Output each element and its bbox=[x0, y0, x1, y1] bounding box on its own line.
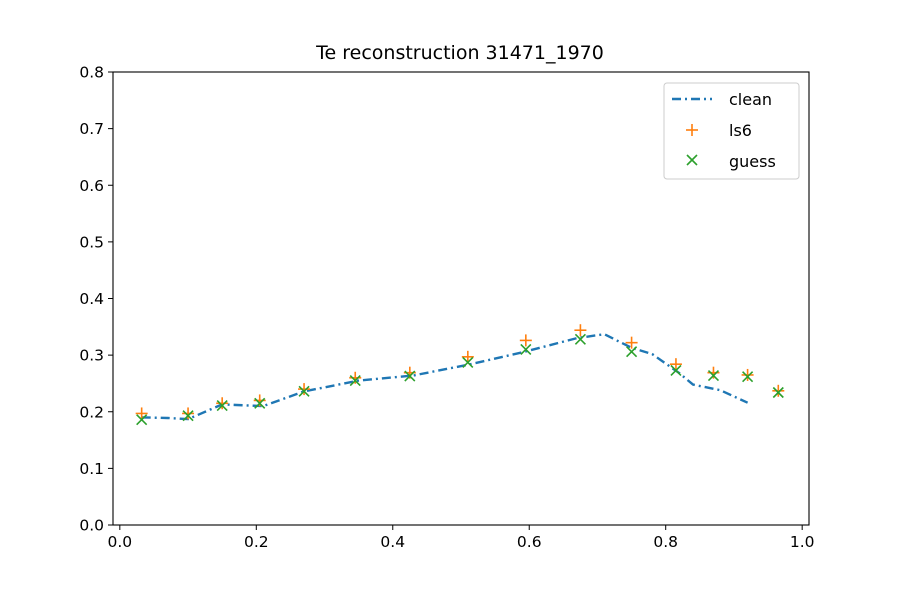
series-guess-point bbox=[136, 414, 148, 426]
series-ls6-point bbox=[216, 397, 229, 410]
axes: 0.0 0.2 0.4 0.6 0.8 1.0 0.0 0.1 0.2 0.3 0.4 0.5 0.6 0… bbox=[79, 64, 814, 552]
series-ls6-point bbox=[349, 371, 362, 384]
legend-ls6-label: ls6 bbox=[729, 121, 752, 140]
series-ls6-point bbox=[182, 407, 195, 420]
series-ls6-point bbox=[574, 324, 587, 337]
series-guess-point bbox=[772, 386, 784, 399]
x-tick-label: 1.0 bbox=[790, 533, 815, 551]
y-tick-label: 0.7 bbox=[79, 120, 104, 138]
series-ls6-point bbox=[135, 407, 148, 420]
series-guess-point bbox=[462, 356, 474, 369]
series-guess-point bbox=[626, 346, 638, 358]
series-guess-point bbox=[182, 410, 194, 422]
series-guess-point bbox=[670, 364, 682, 376]
series-ls6-point bbox=[461, 350, 474, 363]
series-guess-point bbox=[574, 333, 586, 345]
series-ls6-point bbox=[741, 368, 754, 381]
y-tick-label: 0.1 bbox=[79, 460, 104, 478]
series-ls6-point bbox=[772, 384, 785, 397]
x-tick-label: 0.0 bbox=[107, 533, 132, 551]
series-guess-point bbox=[216, 399, 228, 412]
y-tick-label: 0.8 bbox=[79, 64, 104, 82]
series-guess-point bbox=[254, 397, 266, 409]
legend-box bbox=[663, 82, 800, 180]
y-tick-label: 0.0 bbox=[79, 517, 104, 535]
plot-area bbox=[135, 324, 785, 426]
y-tick-label: 0.5 bbox=[79, 233, 104, 251]
series-ls6-point bbox=[298, 383, 311, 396]
series-clean-line bbox=[141, 333, 749, 421]
y-tick-label: 0.3 bbox=[79, 347, 104, 365]
series-ls6-point bbox=[707, 366, 720, 379]
series-ls6-point bbox=[253, 394, 266, 407]
series-ls6-point bbox=[519, 334, 532, 347]
legend-guess-marker bbox=[686, 154, 698, 166]
legend-guess-x bbox=[686, 154, 698, 166]
x-tick-label: 0.4 bbox=[380, 533, 405, 551]
series-guess-point bbox=[520, 343, 532, 356]
legend-clean-label: clean bbox=[729, 90, 772, 109]
chart-title: Te reconstruction 31471_1970 bbox=[315, 42, 604, 64]
series-ls6-point bbox=[669, 358, 682, 371]
y-tick-label: 0.4 bbox=[79, 290, 104, 308]
series-guess-point bbox=[349, 375, 361, 387]
series-guess-point bbox=[298, 385, 310, 397]
x-tick-label: 0.6 bbox=[517, 533, 542, 551]
legend-ls6-plus bbox=[686, 124, 698, 136]
series-guess-point bbox=[707, 369, 720, 382]
series-guess-point bbox=[742, 371, 754, 383]
x-tick-label: 0.2 bbox=[244, 533, 269, 551]
legend: clean ls6 guess bbox=[663, 82, 800, 180]
series-guess-point bbox=[404, 370, 416, 382]
y-tick-label: 0.6 bbox=[79, 177, 104, 195]
series-ls6-point bbox=[625, 336, 638, 349]
y-tick-label: 0.2 bbox=[79, 403, 104, 421]
legend-ls6-marker bbox=[686, 124, 698, 136]
x-tick-label: 0.8 bbox=[653, 533, 678, 551]
legend-guess-label: guess bbox=[729, 152, 776, 171]
